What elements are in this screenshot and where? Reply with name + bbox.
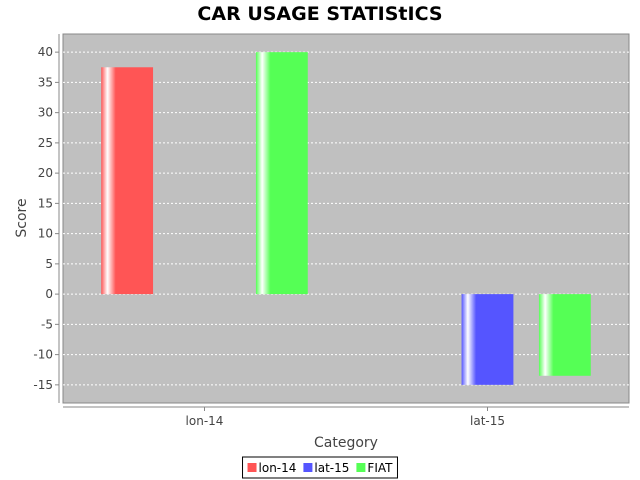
bar-fiat-lat-15	[538, 294, 591, 376]
y-tick-label: -15	[33, 378, 53, 392]
x-axis-label: Category	[314, 435, 378, 451]
legend-box	[242, 456, 398, 479]
y-tick-label: 0	[45, 287, 53, 301]
legend: lon-14 lat-15 FIAT	[242, 456, 398, 479]
y-tick-label: 30	[38, 106, 53, 120]
x-ticks: lon-14 lat-15	[186, 407, 505, 428]
y-tick-label: -5	[41, 317, 53, 331]
legend-label: lat-15	[314, 461, 349, 475]
chart-title: CAR USAGE STATIStICS	[197, 3, 442, 25]
y-ticks: -15 -10 -5 0 5 10 15 20 25 30 35 40	[33, 45, 59, 392]
y-tick-label: 10	[38, 227, 53, 241]
legend-label: lon-14	[259, 461, 297, 475]
y-tick-label: 20	[38, 166, 53, 180]
legend-label: FIAT	[367, 461, 393, 475]
y-axis-label: Score	[14, 198, 30, 237]
y-tick-label: 40	[38, 45, 53, 59]
bars	[101, 52, 591, 385]
x-tick-label: lat-15	[470, 414, 505, 428]
bar-lat-15-lat-15	[461, 294, 514, 385]
y-tick-label: 35	[38, 75, 53, 89]
bar-fiat-lon-14	[255, 52, 308, 295]
y-tick-label: 25	[38, 136, 53, 150]
legend-swatch	[247, 463, 257, 472]
legend-swatch	[303, 463, 313, 472]
x-tick-label: lon-14	[186, 414, 224, 428]
y-tick-label: 5	[45, 257, 53, 271]
legend-swatch	[356, 463, 366, 472]
plot-area	[62, 33, 630, 404]
y-tick-label: -10	[33, 348, 53, 362]
y-tick-label: 15	[38, 196, 53, 210]
bar-lon-14-lon-14	[101, 67, 154, 295]
